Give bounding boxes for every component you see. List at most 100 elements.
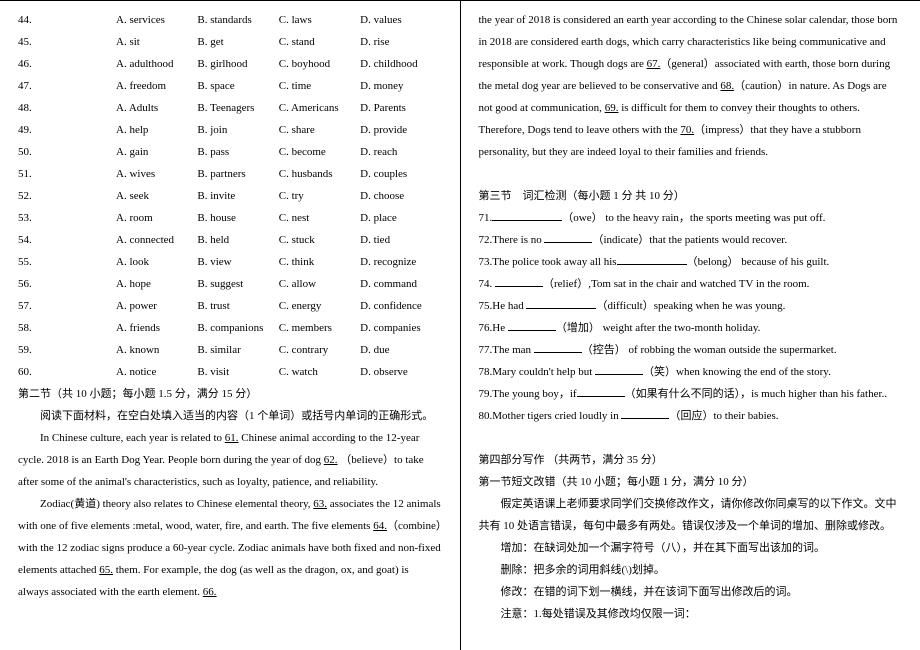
mc-option: C. boyhood [279,53,360,75]
mc-option: B. companions [197,317,278,339]
mc-row: 44.A. servicesB. standardsC. lawsD. valu… [18,9,442,31]
blank-62: 62. [324,454,338,466]
passage-p1: In Chinese culture, each year is related… [18,427,442,493]
mc-option: A. gain [116,141,197,163]
mc-option: B. held [197,229,278,251]
section4-title: 第四部分写作 （共两节，满分 35 分） [479,449,903,471]
blank-64: 64. [373,520,387,532]
q77-b: （控告） of robbing the woman outside the su… [582,344,837,356]
q76-a: 76.He [479,322,508,334]
mc-option: D. choose [360,185,441,207]
q72-a: 72.There is no [479,234,545,246]
mc-row: 46.A. adulthoodB. girlhoodC. boyhoodD. c… [18,53,442,75]
mc-option: B. partners [197,163,278,185]
mc-option: D. companies [360,317,441,339]
mc-option: D. provide [360,119,441,141]
mc-number: 44. [18,9,116,31]
mc-option: D. command [360,273,441,295]
mc-number: 47. [18,75,116,97]
q80: 80.Mother tigers cried loudly in （回应）to … [479,405,903,427]
mc-option: A. friends [116,317,197,339]
mc-option: C. try [279,185,360,207]
q74-a: 74. [479,278,496,290]
mc-option: B. standards [197,9,278,31]
mc-option: C. members [279,317,360,339]
mc-row: 58.A. friendsB. companionsC. membersD. c… [18,317,442,339]
mc-number: 49. [18,119,116,141]
mc-row: 53.A. roomB. houseC. nestD. place [18,207,442,229]
mc-number: 53. [18,207,116,229]
mc-number: 51. [18,163,116,185]
mc-number: 57. [18,295,116,317]
mc-option: A. look [116,251,197,273]
mc-row: 60.A. noticeB. visitC. watchD. observe [18,361,442,383]
q80-blank [621,408,669,419]
mc-number: 46. [18,53,116,75]
mc-option: A. freedom [116,75,197,97]
mc-option: B. similar [197,339,278,361]
mc-number: 58. [18,317,116,339]
q80-b: （回应）to their babies. [669,410,778,422]
mc-option: A. room [116,207,197,229]
mc-option: C. laws [279,9,360,31]
blank-65: 65. [99,564,113,576]
mc-row: 48.A. AdultsB. TeenagersC. AmericansD. P… [18,97,442,119]
mc-option: B. pass [197,141,278,163]
q78: 78.Mary couldn't help but （笑）when knowin… [479,361,903,383]
mc-row: 59.A. knownB. similarC. contraryD. due [18,339,442,361]
q76-b: （增加） weight after the two-month holiday. [556,322,761,334]
mc-number: 60. [18,361,116,383]
mc-option: A. notice [116,361,197,383]
q79-blank [577,386,625,397]
q74-b: （relief）,Tom sat in the chair and watche… [543,278,809,290]
note-att: 注意：1.每处错误及其修改均仅限一词： [479,603,903,625]
mc-option: A. seek [116,185,197,207]
mc-option: D. Parents [360,97,441,119]
section2-title: 第二节（共 10 小题；每小题 1.5 分，满分 15 分） [18,383,442,405]
mc-option: C. stand [279,31,360,53]
mc-option: B. trust [197,295,278,317]
mc-option: A. hope [116,273,197,295]
mc-row: 45.A. sitB. getC. standD. rise [18,31,442,53]
mc-option: B. join [197,119,278,141]
q74: 74. （relief）,Tom sat in the chair and wa… [479,273,903,295]
note-del: 删除：把多余的词用斜线(\)划掉。 [479,559,903,581]
mc-row: 50.A. gainB. passC. becomeD. reach [18,141,442,163]
mc-option: A. Adults [116,97,197,119]
q72: 72.There is no （indicate）that the patien… [479,229,903,251]
blank-70: 70. [680,124,694,136]
mc-option: D. rise [360,31,441,53]
mc-row: 57.A. powerB. trustC. energyD. confidenc… [18,295,442,317]
q73-b: （belong） because of his guilt. [687,256,830,268]
q71-blank [492,210,562,221]
mc-number: 55. [18,251,116,273]
p1a: In Chinese culture, each year is related… [40,432,225,444]
mc-block: 44.A. servicesB. standardsC. lawsD. valu… [18,9,442,383]
mc-option: C. contrary [279,339,360,361]
mc-option: D. due [360,339,441,361]
q75-b: （difficult）speaking when he was young. [596,300,785,312]
mc-option: C. stuck [279,229,360,251]
mc-number: 59. [18,339,116,361]
section4-1-title: 第一节短文改错（共 10 小题；每小题 1 分，满分 10 分） [479,471,903,493]
mc-number: 50. [18,141,116,163]
q74-blank [495,276,543,287]
mc-number: 45. [18,31,116,53]
mc-option: B. Teenagers [197,97,278,119]
q78-blank [595,364,643,375]
passage-p2: Zodiac(黄道) theory also relates to Chines… [18,493,442,603]
mc-option: C. watch [279,361,360,383]
mc-option: D. observe [360,361,441,383]
q76: 76.He （增加） weight after the two-month ho… [479,317,903,339]
blank-69: 69. [605,102,619,114]
mc-option: A. known [116,339,197,361]
q76-blank [508,320,556,331]
mc-option: A. sit [116,31,197,53]
q77-a: 77.The man [479,344,534,356]
blank-66: 66. [203,586,217,598]
q77: 77.The man （控告） of robbing the woman out… [479,339,903,361]
note-mod: 修改：在错的词下划一横线，并在该词下面写出修改后的词。 [479,581,903,603]
mc-option: A. services [116,9,197,31]
q71-num: 71. [479,212,493,224]
mc-option: D. recognize [360,251,441,273]
